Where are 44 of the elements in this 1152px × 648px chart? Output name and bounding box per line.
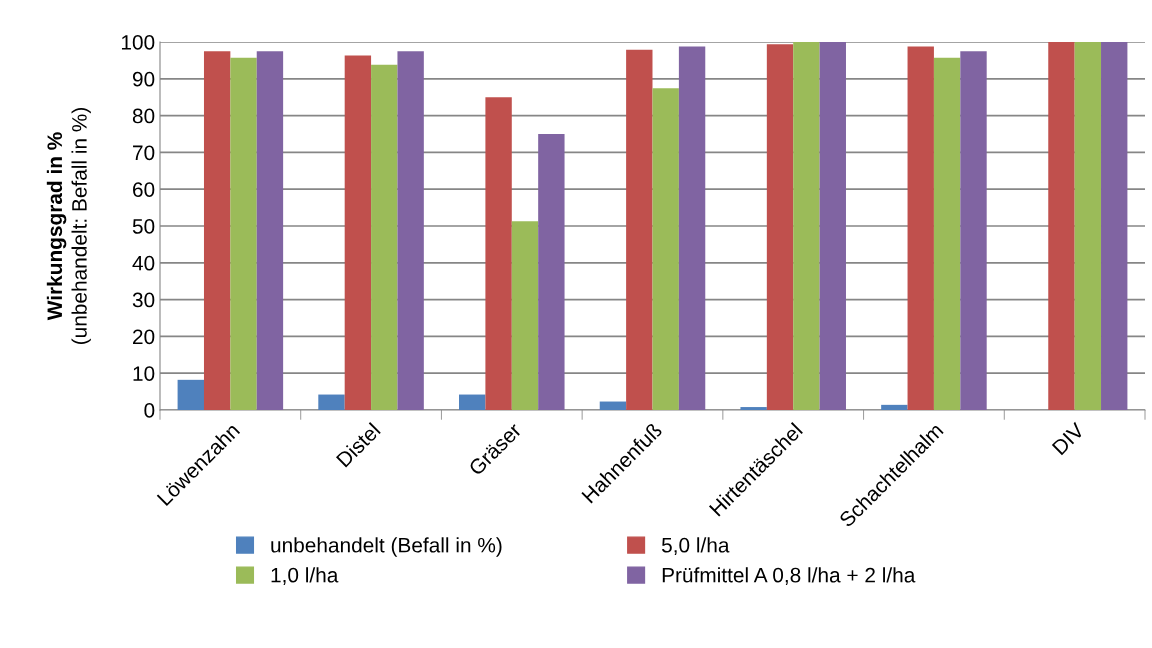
y-tick-label: 40 bbox=[132, 255, 155, 271]
bar bbox=[652, 88, 679, 410]
bar bbox=[933, 57, 961, 410]
x-tick-label: DIV bbox=[1051, 421, 1086, 456]
bar bbox=[626, 49, 653, 410]
bar bbox=[1048, 42, 1075, 410]
bar bbox=[740, 407, 767, 410]
legend-label: 5,0 l/ha bbox=[661, 537, 730, 556]
bar bbox=[538, 134, 565, 410]
y-tick-label: 50 bbox=[132, 219, 155, 234]
bar bbox=[485, 97, 512, 410]
y-tick-label: 60 bbox=[133, 182, 155, 197]
bar bbox=[678, 46, 706, 410]
bar bbox=[511, 221, 539, 410]
bar bbox=[766, 44, 794, 410]
bar bbox=[177, 379, 204, 410]
bar bbox=[907, 46, 934, 410]
y-tick-label: 20 bbox=[133, 329, 155, 345]
bar bbox=[256, 51, 284, 410]
bar bbox=[819, 42, 846, 410]
y-tick-label: 90 bbox=[132, 71, 155, 87]
bar bbox=[371, 64, 398, 410]
bar bbox=[881, 404, 908, 410]
bar bbox=[1074, 42, 1102, 410]
y-tick-label: 0 bbox=[144, 403, 155, 418]
y-tick-label: 10 bbox=[133, 366, 155, 381]
y-tick-label: 30 bbox=[132, 292, 155, 308]
bar bbox=[1101, 42, 1128, 410]
bar bbox=[203, 51, 231, 410]
legend-label: Prüfmittel A 0,8 l/ha + 2 l/ha bbox=[662, 567, 916, 585]
legend-label: unbehandelt (Befall in %) bbox=[271, 537, 502, 557]
bar bbox=[397, 51, 424, 410]
bar bbox=[318, 394, 345, 410]
bar bbox=[793, 42, 820, 410]
y-tick-label: 80 bbox=[132, 108, 155, 124]
y-tick-label: 100 bbox=[121, 35, 155, 50]
bar bbox=[459, 394, 486, 410]
bar bbox=[599, 401, 627, 410]
bar bbox=[230, 57, 257, 410]
y-tick-label: 70 bbox=[133, 145, 155, 161]
y-axis-title: Wirkungsgrad in % (unbehandelt: Befall in %) bbox=[46, 108, 91, 344]
legend-label: 1,0 l/ha bbox=[271, 567, 339, 585]
bar bbox=[960, 51, 987, 410]
bar bbox=[344, 55, 372, 410]
